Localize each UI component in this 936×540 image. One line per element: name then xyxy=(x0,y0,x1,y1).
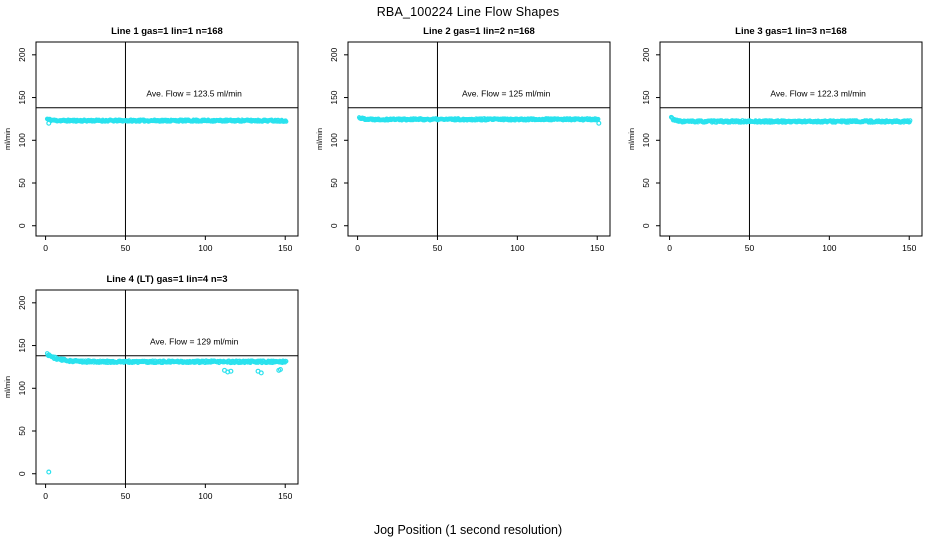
data-point xyxy=(907,118,913,123)
x-tick-label: 50 xyxy=(745,243,755,253)
empty-cell xyxy=(312,272,624,520)
y-tick-label: 100 xyxy=(17,133,27,147)
line-4-plot: Line 4 (LT) gas=1 lin=4 n=3 0 50 100 150 0 50 1… xyxy=(3,274,299,501)
y-tick-label: 50 xyxy=(641,178,651,188)
x-tick-label: 0 xyxy=(43,243,48,253)
y-tick-label: 100 xyxy=(641,133,651,147)
data-points xyxy=(356,115,602,126)
y-tick-label: 0 xyxy=(329,223,339,228)
panel-title: Line 1 gas=1 lin=1 n=168 xyxy=(111,26,223,37)
plot-box xyxy=(35,289,299,485)
line-1-plot: Line 1 gas=1 lin=1 n=168 0 50 100 150 0 50 100 1… xyxy=(3,26,299,253)
line-3-plot: Line 3 gas=1 lin=3 n=168 0 50 100 150 0 50 100 1… xyxy=(627,26,923,253)
outlier-point xyxy=(258,370,264,376)
panel-title: Line 4 (LT) gas=1 lin=4 n=3 xyxy=(107,274,228,285)
y-tick-label: 200 xyxy=(17,47,27,61)
y-axis-unit: ml/min xyxy=(3,128,12,150)
data-points xyxy=(44,351,289,475)
x-tick-label: 50 xyxy=(121,491,131,501)
outlier-point xyxy=(596,120,602,126)
y-tick-label: 50 xyxy=(17,426,27,436)
plot-box xyxy=(347,41,611,237)
panel-title: Line 3 gas=1 lin=3 n=168 xyxy=(735,26,847,37)
x-tick-label: 150 xyxy=(902,243,916,253)
figure-title: RBA_100224 Line Flow Shapes xyxy=(376,5,560,19)
y-axis-unit: ml/min xyxy=(315,128,324,150)
y-tick-label: 150 xyxy=(17,90,27,104)
data-points xyxy=(668,114,913,125)
y-tick-label: 100 xyxy=(329,133,339,147)
x-tick-label: 150 xyxy=(278,491,292,501)
ave-flow-annotation: Ave. Flow = 129 ml/min xyxy=(150,337,239,347)
x-tick-label: 50 xyxy=(121,243,131,253)
line-2-plot: Line 2 gas=1 lin=2 n=168 0 50 100 150 0 50 100 1… xyxy=(315,26,611,253)
outlier-point xyxy=(228,368,234,374)
ave-flow-annotation: Ave. Flow = 122.3 ml/min xyxy=(770,89,866,99)
panel-line-2: Line 2 gas=1 lin=2 n=168 0 50 100 150 0 50 100 1… xyxy=(312,24,624,272)
y-tick-label: 0 xyxy=(641,223,651,228)
y-tick-label: 200 xyxy=(641,47,651,61)
y-tick-label: 0 xyxy=(17,223,27,228)
data-point xyxy=(283,359,289,364)
y-tick-label: 100 xyxy=(17,381,27,395)
ave-flow-annotation: Ave. Flow = 123.5 ml/min xyxy=(146,89,242,99)
outlier-point xyxy=(277,366,283,372)
plot-box xyxy=(659,41,923,237)
empty-cell xyxy=(624,272,936,520)
x-tick-label: 100 xyxy=(198,491,212,501)
plot-box xyxy=(35,41,299,237)
x-tick-label: 100 xyxy=(822,243,836,253)
x-tick-label: 150 xyxy=(278,243,292,253)
x-tick-label: 0 xyxy=(355,243,360,253)
y-tick-label: 50 xyxy=(329,178,339,188)
outlier-point xyxy=(46,120,52,126)
y-tick-label: 150 xyxy=(17,338,27,352)
data-point xyxy=(283,119,289,124)
x-tick-label: 150 xyxy=(590,243,604,253)
y-tick-label: 200 xyxy=(17,295,27,309)
panel-title: Line 2 gas=1 lin=2 n=168 xyxy=(423,26,535,37)
y-tick-label: 0 xyxy=(17,471,27,476)
x-tick-label: 100 xyxy=(198,243,212,253)
data-points xyxy=(44,116,289,126)
x-tick-label: 0 xyxy=(43,491,48,501)
panel-line-3: Line 3 gas=1 lin=3 n=168 0 50 100 150 0 50 100 1… xyxy=(624,24,936,272)
x-tick-label: 100 xyxy=(510,243,524,253)
y-tick-label: 150 xyxy=(641,90,651,104)
y-tick-label: 150 xyxy=(329,90,339,104)
y-tick-label: 200 xyxy=(329,47,339,61)
ave-flow-annotation: Ave. Flow = 125 ml/min xyxy=(462,89,551,99)
panel-line-1: Line 1 gas=1 lin=1 n=168 0 50 100 150 0 50 100 1… xyxy=(0,24,312,272)
x-tick-label: 50 xyxy=(433,243,443,253)
panel-grid: Line 1 gas=1 lin=1 n=168 0 50 100 150 0 50 100 1… xyxy=(0,24,936,520)
x-tick-label: 0 xyxy=(667,243,672,253)
outlier-point xyxy=(46,469,52,475)
panel-line-4: Line 4 (LT) gas=1 lin=4 n=3 0 50 100 150 0 50 1… xyxy=(0,272,312,520)
x-axis-title: Jog Position (1 second resolution) xyxy=(373,523,563,537)
y-axis-unit: ml/min xyxy=(627,128,636,150)
y-tick-label: 50 xyxy=(17,178,27,188)
y-axis-unit: ml/min xyxy=(3,376,12,398)
